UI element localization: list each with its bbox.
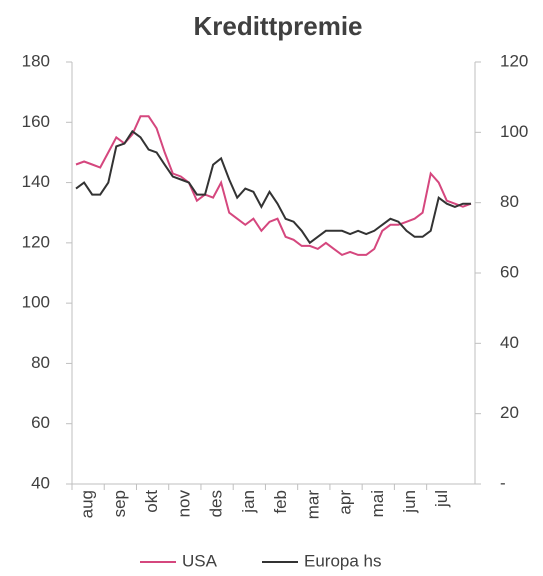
x-tick-label: nov	[174, 490, 193, 518]
x-tick-label: jul	[432, 490, 451, 508]
y2-tick-label: 100	[500, 122, 528, 141]
series-line	[75, 129, 471, 245]
y2-tick-label: -	[500, 473, 506, 492]
x-tick-label: des	[207, 490, 226, 517]
x-tick-label: feb	[271, 490, 290, 514]
y-tick-label: 140	[22, 172, 50, 191]
y2-tick-label: 20	[500, 403, 519, 422]
legend-label: Europa hs	[304, 551, 382, 570]
chart-title: Kredittpremie	[193, 11, 362, 41]
series-line	[75, 115, 472, 257]
y-tick-label: 160	[22, 112, 50, 131]
y2-tick-label: 60	[500, 262, 519, 281]
x-tick-label: jun	[400, 490, 419, 514]
x-tick-label: mar	[303, 490, 322, 520]
x-tick-label: okt	[142, 490, 161, 513]
y-tick-label: 80	[31, 353, 50, 372]
y-tick-label: 180	[22, 51, 50, 70]
x-tick-label: mai	[368, 490, 387, 517]
x-tick-label: sep	[110, 490, 129, 517]
legend-label: USA	[182, 551, 218, 570]
y2-tick-label: 40	[500, 333, 519, 352]
y2-tick-label: 120	[500, 51, 528, 70]
y-tick-label: 100	[22, 293, 50, 312]
x-tick-label: apr	[336, 490, 355, 515]
y-tick-label: 40	[31, 473, 50, 492]
x-tick-label: aug	[78, 490, 97, 518]
x-tick-label: jan	[239, 490, 258, 514]
y-tick-label: 120	[22, 232, 50, 251]
y2-tick-label: 80	[500, 192, 519, 211]
y-tick-label: 60	[31, 413, 50, 432]
